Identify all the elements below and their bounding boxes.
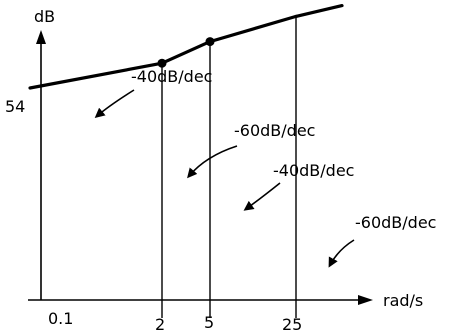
y-axis-arrow-icon: [36, 30, 46, 44]
y-axis-label: dB: [34, 7, 55, 26]
curve-segment-4: [294, 3, 344, 18]
x-tick-label-0.1: 0.1: [48, 309, 73, 328]
slope-label-4: -60dB/dec: [355, 213, 436, 232]
y-tick-label-54: 54: [5, 97, 25, 116]
x-axis-arrow-icon: [358, 295, 373, 305]
x-tick-label-5: 5: [204, 313, 214, 330]
corner-point-2: [157, 58, 167, 68]
x-tick-label-25: 25: [282, 315, 302, 330]
curve-segment-1: [28, 61, 164, 90]
slope-label-2: -60dB/dec: [234, 121, 315, 140]
curve-segment-2: [160, 39, 212, 65]
slope-arrow-2: [187, 145, 238, 179]
x-axis-label: rad/s: [383, 291, 423, 310]
slope-arrow-4: [328, 239, 355, 268]
slope-arrow-1: [94, 89, 135, 118]
corner-frequency-guides: [161, 16, 297, 318]
magnitude-curve: [28, 3, 344, 90]
x-tick-label-2: 2: [155, 315, 165, 330]
corner-point-5: [205, 37, 215, 47]
slope-label-3: -40dB/dec: [273, 161, 354, 180]
curve-segment-3: [208, 14, 298, 44]
slope-label-1: -40dB/dec: [131, 67, 212, 86]
slope-arrow-3: [243, 182, 281, 211]
